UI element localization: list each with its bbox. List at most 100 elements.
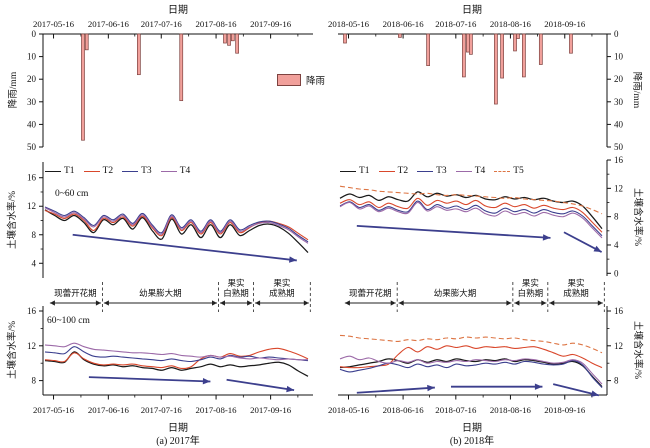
y-tick-label: 30 <box>614 97 624 107</box>
depth-label-0-60: 0~60 cm <box>55 189 89 199</box>
stage-arrow-head <box>506 300 512 306</box>
rain-bar <box>494 33 498 105</box>
bottom-axis-title-2018: 日期 <box>462 423 482 434</box>
y-tick-label: 16 <box>614 306 624 316</box>
stage-arrow-head <box>597 300 603 306</box>
trend-arrow-head <box>534 383 543 390</box>
trend-arrow-head <box>590 390 599 397</box>
x-tick-label: 2018-09-16 <box>544 19 586 29</box>
stage-arrow-head <box>303 300 309 306</box>
series-legend-2017: T1 T2 T3 T4 <box>45 166 190 176</box>
legend-item-T2: T2 <box>378 166 408 176</box>
trend-arrow-head <box>286 385 295 393</box>
stage-arrow-head <box>344 300 350 306</box>
legend-line-T1 <box>45 170 61 172</box>
rain-bar <box>81 33 85 141</box>
legend-label-T4: T4 <box>179 166 191 176</box>
series-line-T4 <box>44 207 309 244</box>
bottom-axis-title-2017: 日期 <box>168 423 188 434</box>
legend-line-T2 <box>83 170 100 172</box>
series-line-T1 <box>44 209 309 254</box>
rain-ylabel-left: 降雨/mm <box>9 71 19 109</box>
legend-item-T5: T5 <box>494 166 524 176</box>
rain-bar <box>230 33 235 42</box>
rain-bar <box>500 33 504 79</box>
y-tick-label: 16 <box>27 173 37 183</box>
soil-ylabel-top-right: 土壤含水率/% <box>632 187 642 247</box>
series-line-T1 <box>339 358 603 388</box>
y-tick-label: 20 <box>27 74 37 84</box>
y-tick-label: 16 <box>614 155 624 165</box>
rain-bar <box>538 33 543 65</box>
y-tick-label: 10 <box>614 52 624 62</box>
stage-arrow-head <box>247 300 253 306</box>
stage-arrow-head <box>255 300 261 306</box>
y-tick-label: 8 <box>614 212 619 222</box>
rain-bar <box>462 33 466 78</box>
series-line-T2 <box>44 347 309 369</box>
legend-label-T5: T5 <box>513 166 524 176</box>
legend-item-T1: T1 <box>45 166 75 176</box>
rain-bar <box>343 33 347 44</box>
x-tick-label: 2017-05-16 <box>33 405 75 415</box>
legend-item-T3: T3 <box>122 166 152 176</box>
y-tick-label: 8 <box>614 376 619 386</box>
trend-arrow-head <box>427 384 435 392</box>
trend-arrow-head <box>202 378 211 385</box>
x-tick-label: 2017-09-16 <box>250 405 292 415</box>
stage-arrow-head <box>95 300 101 306</box>
x-tick-label: 2017-07-16 <box>141 19 183 29</box>
top-axis-title-2018: 日期 <box>462 5 482 16</box>
soil-ylabel-top-left: 土壤含水率/% <box>8 190 18 250</box>
rain-bar <box>466 33 470 53</box>
y-tick-label: 40 <box>27 119 37 129</box>
series-line-T2 <box>339 197 603 233</box>
trend-arrow <box>72 233 297 262</box>
legend-label-T1: T1 <box>64 166 75 176</box>
y-tick-label: 0 <box>32 29 37 39</box>
legend-label-T3: T3 <box>436 166 447 176</box>
y-tick-label: 12 <box>614 183 623 193</box>
x-tick-label: 2018-09-16 <box>544 405 586 415</box>
legend-label-T4: T4 <box>474 166 486 176</box>
stage-arrow-head <box>49 300 55 306</box>
rain-bar <box>569 33 573 54</box>
trend-arrow <box>226 378 295 392</box>
x-tick-label: 2017-06-16 <box>88 405 130 415</box>
stage-label: 果实 白熟期 <box>223 278 249 298</box>
x-tick-label: 2018-06-16 <box>383 19 425 29</box>
rain-ylabel-right: 降雨/mm <box>631 71 641 109</box>
series-line-T5 <box>339 334 603 354</box>
series-line-T4 <box>339 201 603 239</box>
series-legend-2018: T1 T2 T3 T4 T5 <box>340 166 524 176</box>
series-line-T3 <box>44 206 309 243</box>
rain-bar <box>84 33 89 51</box>
rain-bar <box>469 33 473 55</box>
x-tick-label: 2017-06-16 <box>88 19 130 29</box>
rain-bar <box>426 33 430 66</box>
rain-bar <box>137 33 141 76</box>
legend-item-T1: T1 <box>340 166 370 176</box>
series-line-T3 <box>339 200 603 237</box>
legend-label-T2: T2 <box>102 166 114 176</box>
y-tick-label: 0 <box>614 268 619 278</box>
y-tick-label: 12 <box>27 201 36 211</box>
legend-item-T3: T3 <box>417 166 447 176</box>
legend-line-T3 <box>122 170 139 172</box>
stage-label: 幼果膨大期 <box>433 287 477 298</box>
x-tick-label: 2018-07-16 <box>435 19 477 29</box>
stage-arrow-head <box>220 300 225 306</box>
trend-arrow-head <box>542 234 551 241</box>
trend-arrow-head <box>289 256 297 263</box>
y-tick-label: 20 <box>614 74 624 84</box>
x-tick-label: 2017-09-16 <box>250 19 292 29</box>
trend-arrow <box>356 386 435 394</box>
series-line-T4 <box>339 355 603 385</box>
x-tick-label: 2018-08-16 <box>490 405 532 415</box>
stage-label: 果实 成熟期 <box>563 278 589 298</box>
x-tick-label: 2018-08-16 <box>490 19 532 29</box>
y-tick-label: 8 <box>32 376 37 386</box>
soil-ylabel-bottom-left: 土壤含水率/% <box>8 320 18 380</box>
x-tick-label: 2017-08-16 <box>196 405 238 415</box>
x-tick-label: 2017-07-16 <box>141 405 183 415</box>
